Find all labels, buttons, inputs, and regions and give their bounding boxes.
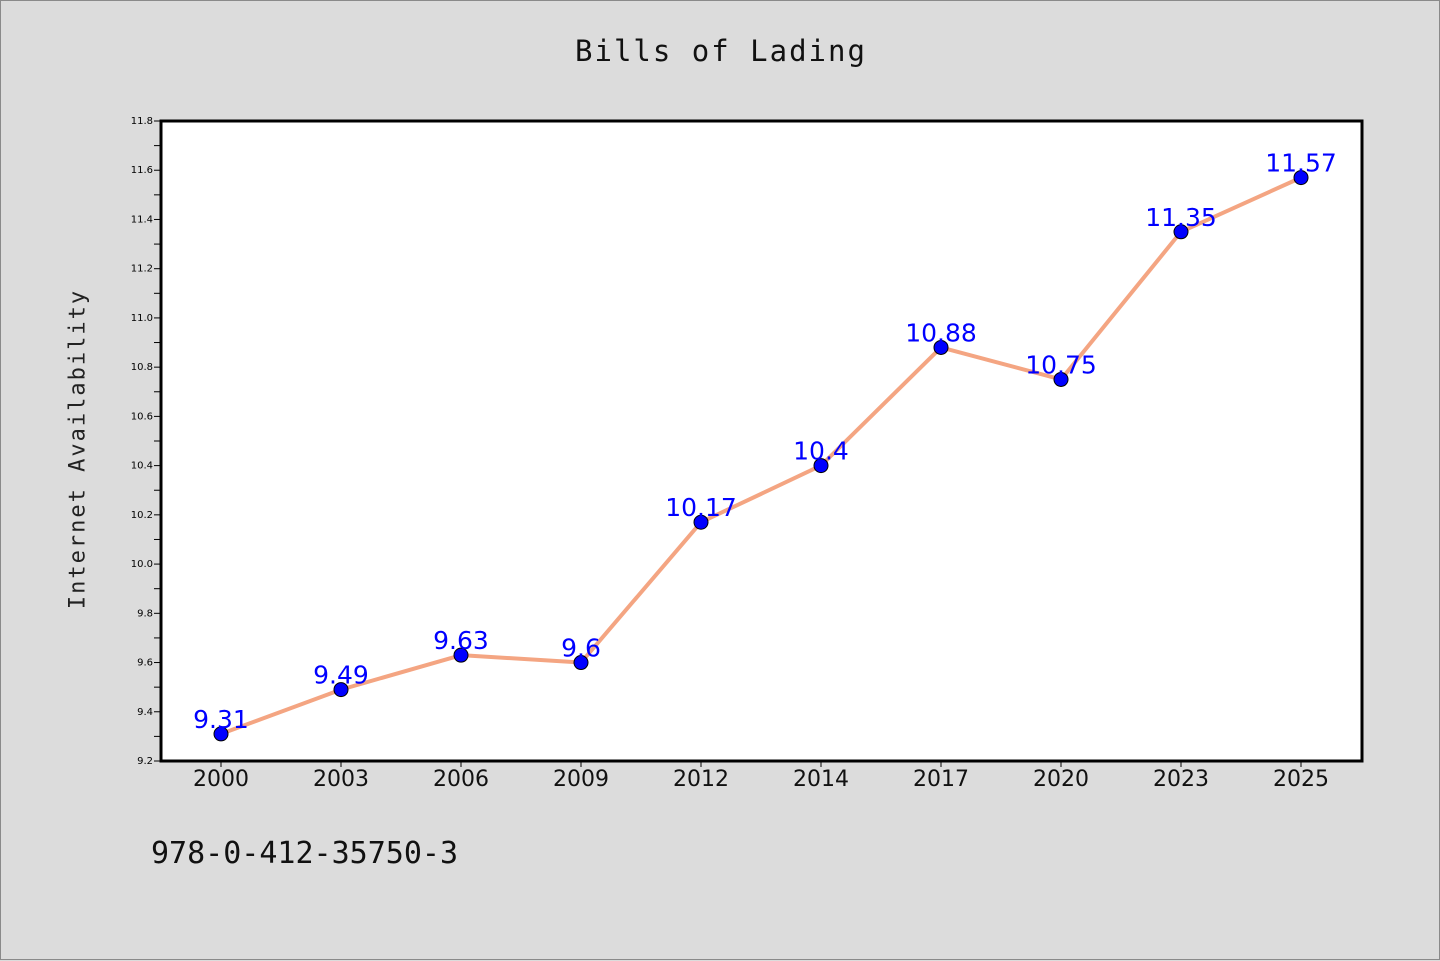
isbn-footnote: 978-0-412-35750-3 xyxy=(151,836,459,871)
y-tick-label: 11.4 xyxy=(131,214,153,225)
data-label: 11.35 xyxy=(1145,203,1217,232)
series-line xyxy=(220,175,1302,736)
data-label: 10.4 xyxy=(793,437,849,466)
y-tick-label: 11.6 xyxy=(131,165,153,176)
data-point xyxy=(1173,224,1189,240)
y-tick-label: 11.2 xyxy=(131,264,153,275)
y-tick-label: 9.4 xyxy=(137,707,153,718)
x-tick-label: 2009 xyxy=(553,767,609,792)
x-tick-label: 2014 xyxy=(793,767,849,792)
y-tick-label: 9.8 xyxy=(137,608,153,619)
data-point xyxy=(813,458,829,474)
x-tick-label: 2017 xyxy=(913,767,969,792)
x-tick-label: 2003 xyxy=(313,767,369,792)
data-label: 10.17 xyxy=(665,493,737,522)
y-tick-label: 9.2 xyxy=(137,756,153,767)
y-tick-label: 10.8 xyxy=(131,362,153,373)
x-tick-label: 2020 xyxy=(1033,767,1089,792)
y-tick-label: 11.0 xyxy=(131,313,153,324)
x-tick-label: 2023 xyxy=(1153,767,1209,792)
data-point xyxy=(1293,170,1309,186)
data-point xyxy=(573,655,589,671)
chart-title: Bills of Lading xyxy=(575,34,867,68)
x-tick-label: 2025 xyxy=(1273,767,1329,792)
data-label: 11.57 xyxy=(1265,149,1337,178)
data-label: 9.63 xyxy=(433,626,489,655)
y-tick-label: 11.8 xyxy=(131,116,153,127)
y-tick-label: 10.6 xyxy=(131,411,153,422)
y-tick-label: 10.0 xyxy=(131,559,153,570)
y-tick-label: 9.6 xyxy=(137,658,153,669)
x-tick-label: 2000 xyxy=(193,767,249,792)
data-point xyxy=(333,682,349,698)
data-label: 9.49 xyxy=(313,661,369,690)
data-label: 9.6 xyxy=(561,634,601,663)
data-point xyxy=(1053,371,1069,387)
x-tick-label: 2012 xyxy=(673,767,729,792)
data-point xyxy=(933,339,949,355)
x-tick-label: 2006 xyxy=(433,767,489,792)
data-point xyxy=(453,647,469,663)
data-point xyxy=(693,514,709,530)
y-tick-label: 10.4 xyxy=(131,461,153,472)
data-label: 10.75 xyxy=(1025,350,1097,379)
plot-frame xyxy=(159,119,1364,763)
data-point xyxy=(213,726,229,742)
data-label: 9.31 xyxy=(193,705,249,734)
y-tick-label: 10.2 xyxy=(131,510,153,521)
data-label: 10.88 xyxy=(905,318,977,347)
